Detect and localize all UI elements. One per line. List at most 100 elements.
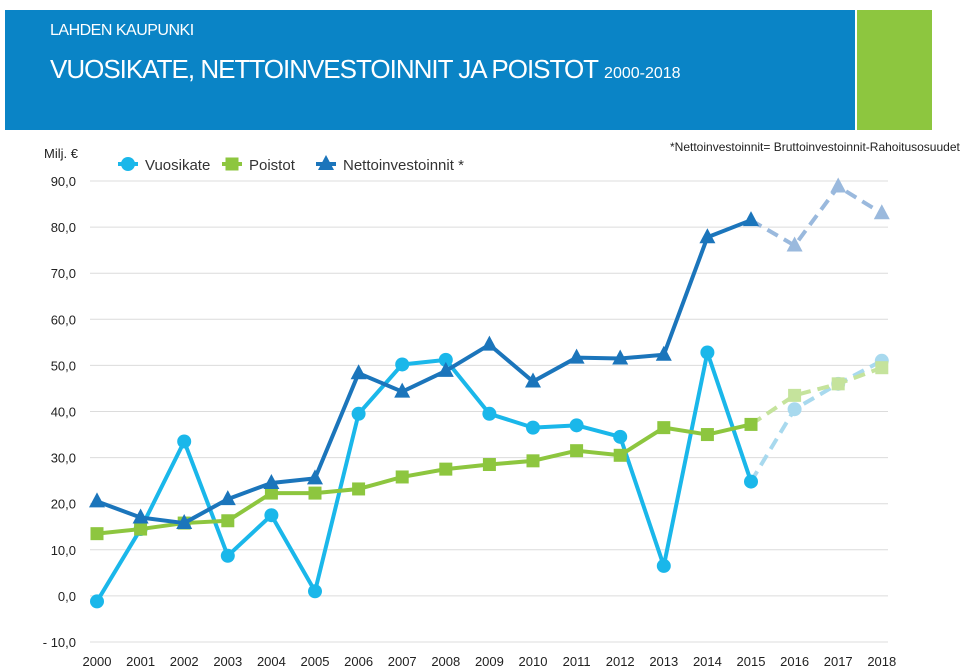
series-poistot — [90, 361, 889, 541]
y-tick-label: - 10,0 — [43, 635, 76, 650]
x-tick-label: 2018 — [867, 654, 896, 668]
data-point — [788, 388, 802, 402]
series-forecast-line — [749, 183, 883, 249]
y-unit-label: Milj. € — [44, 146, 78, 161]
data-point — [90, 527, 104, 541]
y-tick-label: 60,0 — [51, 312, 76, 327]
legend-label: Nettoinvestoinnit * — [343, 157, 464, 174]
data-point — [569, 418, 584, 433]
data-point — [394, 382, 411, 398]
data-point — [699, 228, 716, 244]
data-point — [439, 462, 453, 476]
data-point — [90, 594, 104, 609]
header-accent-block — [857, 10, 932, 130]
y-axis-ticks: 90,0 80,0 70,0 60,0 50,0 40,0 30,0 20,0 10,0 0,0 -… — [43, 174, 76, 650]
legend-label: Vuosikate — [145, 157, 210, 174]
data-point — [613, 448, 627, 462]
data-point — [264, 508, 279, 523]
y-tick-label: 0,0 — [58, 589, 76, 604]
x-tick-label: 2006 — [344, 654, 373, 668]
series-line — [96, 218, 752, 526]
chart-series — [89, 177, 890, 609]
data-point — [307, 469, 323, 485]
series-line — [95, 350, 753, 603]
data-point — [482, 458, 496, 472]
x-tick-label: 2015 — [737, 654, 766, 668]
data-point — [134, 522, 148, 536]
x-tick-label: 2009 — [475, 654, 504, 668]
series-line — [96, 422, 752, 536]
legend-swatch-marker — [121, 157, 135, 171]
data-point — [308, 584, 322, 599]
data-point — [352, 482, 366, 496]
data-point — [613, 429, 628, 444]
data-point — [177, 434, 192, 449]
x-tick-label: 2016 — [780, 654, 809, 668]
x-tick-label: 2017 — [824, 654, 853, 668]
page-title: VUOSIKATE, NETTOINVESTOINNIT JA POISTOT 2… — [50, 54, 681, 85]
data-point — [481, 335, 498, 351]
x-tick-label: 2003 — [213, 654, 242, 668]
y-tick-label: 10,0 — [51, 543, 76, 558]
y-tick-label: 70,0 — [51, 266, 76, 281]
data-point — [438, 352, 453, 367]
data-point — [568, 348, 585, 364]
series-vuosikate — [90, 345, 889, 609]
x-tick-label: 2013 — [649, 654, 678, 668]
data-point — [526, 420, 540, 435]
data-point — [744, 417, 758, 431]
data-point — [875, 361, 889, 375]
x-tick-label: 2000 — [83, 654, 112, 668]
data-point — [830, 177, 847, 193]
data-point — [657, 421, 671, 435]
series-nettoinvestoinnit — [89, 177, 890, 530]
x-tick-label: 2010 — [519, 654, 548, 668]
data-point — [700, 345, 715, 360]
legend-label: Poistot — [249, 157, 296, 174]
series-forecast-line — [749, 365, 883, 427]
x-tick-label: 2002 — [170, 654, 199, 668]
data-point — [525, 372, 541, 388]
legend-item: Vuosikate — [118, 157, 210, 174]
data-point — [176, 514, 193, 530]
x-tick-label: 2007 — [388, 654, 417, 668]
y-tick-label: 90,0 — [51, 174, 76, 189]
data-point — [656, 558, 671, 573]
legend: Vuosikate Poistot Nettoinvestoinnit * — [118, 155, 464, 174]
data-point — [873, 204, 890, 220]
data-point — [612, 349, 629, 365]
header-banner — [5, 10, 855, 130]
series-forecast-line — [749, 359, 883, 483]
legend-item: Nettoinvestoinnit * — [316, 155, 464, 174]
footnote: *Nettoinvestoinnit= Bruttoinvestoinnit-R… — [670, 140, 960, 154]
data-point — [132, 508, 149, 524]
page-title-years: 2000-2018 — [604, 65, 681, 82]
organization-name: LAHDEN KAUPUNKI — [50, 22, 194, 39]
page-title-text: VUOSIKATE, NETTOINVESTOINNIT JA POISTOT — [50, 54, 599, 84]
y-tick-label: 80,0 — [51, 220, 76, 235]
data-point — [308, 486, 322, 500]
data-point — [700, 428, 714, 442]
x-tick-label: 2005 — [301, 654, 330, 668]
data-point — [395, 470, 409, 484]
data-point — [351, 406, 366, 421]
data-point — [526, 454, 540, 468]
legend-swatch-marker — [225, 157, 239, 171]
data-point — [220, 548, 235, 563]
x-tick-label: 2008 — [431, 654, 460, 668]
data-point — [570, 444, 584, 458]
data-point — [482, 406, 497, 421]
legend-swatch-marker — [318, 155, 334, 170]
y-tick-label: 40,0 — [51, 405, 76, 420]
data-point — [831, 377, 845, 391]
data-point — [786, 236, 803, 252]
data-point — [350, 364, 367, 380]
x-tick-label: 2001 — [126, 654, 155, 668]
data-point — [89, 492, 105, 508]
data-point — [221, 514, 235, 528]
x-tick-label: 2012 — [606, 654, 635, 668]
data-point — [264, 486, 278, 500]
x-tick-label: 2014 — [693, 654, 722, 668]
x-tick-label: 2004 — [257, 654, 286, 668]
